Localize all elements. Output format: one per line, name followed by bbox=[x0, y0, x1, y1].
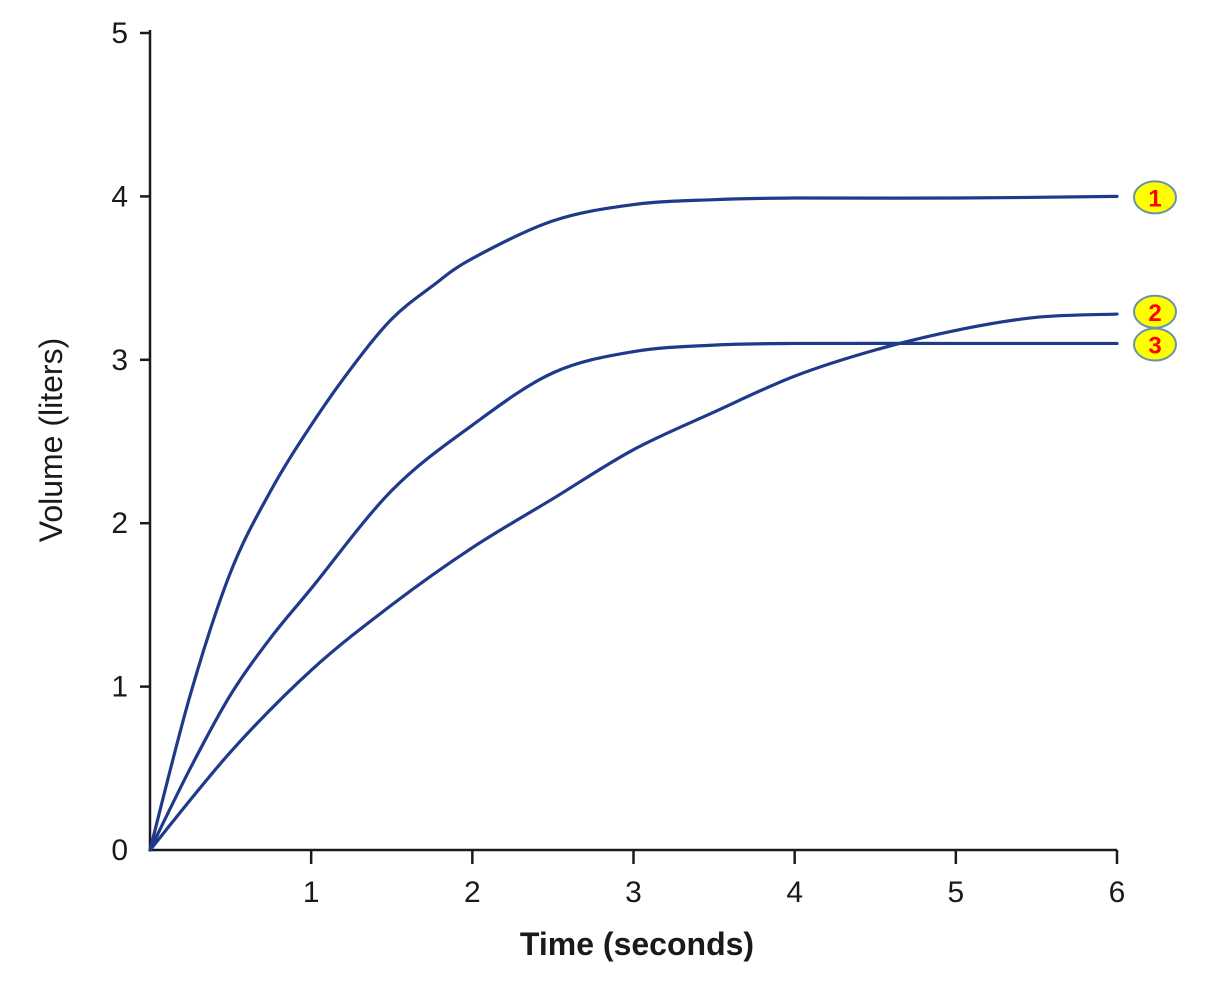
series-line-1 bbox=[148, 194, 1119, 852]
badge-label: 3 bbox=[1148, 332, 1161, 359]
x-tick-label: 1 bbox=[303, 876, 320, 909]
x-tick-label: 2 bbox=[464, 876, 481, 909]
y-tick-label: 4 bbox=[111, 180, 128, 213]
y-axis-title: Volume (liters) bbox=[33, 338, 69, 543]
x-tick-label: 4 bbox=[786, 876, 803, 909]
y-ticks: 0 1 2 3 4 5 bbox=[111, 17, 150, 867]
y-tick-label: 0 bbox=[111, 834, 128, 867]
y-tick-label: 5 bbox=[111, 17, 128, 50]
axes bbox=[148, 30, 1117, 852]
series-line-3 bbox=[148, 341, 1119, 852]
badge-circle bbox=[1133, 180, 1177, 215]
y-tick-label: 3 bbox=[111, 344, 128, 377]
series-badge-3: 3 bbox=[1133, 327, 1177, 362]
badge-label: 2 bbox=[1148, 300, 1161, 327]
y-tick-label: 2 bbox=[111, 507, 128, 540]
badge-label: 1 bbox=[1148, 185, 1161, 212]
series-group bbox=[148, 194, 1119, 852]
x-ticks: 1 2 3 4 5 6 bbox=[303, 850, 1126, 909]
series-labels: 1 2 3 bbox=[1133, 180, 1177, 362]
series-badge-2: 2 bbox=[1133, 294, 1177, 329]
x-tick-label: 5 bbox=[947, 876, 964, 909]
x-tick-label: 6 bbox=[1109, 876, 1126, 909]
x-tick-label: 3 bbox=[625, 876, 642, 909]
badge-circle bbox=[1133, 327, 1177, 362]
series-badge-1: 1 bbox=[1133, 180, 1177, 215]
series-line-2 bbox=[148, 312, 1119, 852]
x-axis-title: Time (seconds) bbox=[520, 926, 754, 962]
y-tick-label: 1 bbox=[111, 671, 128, 704]
